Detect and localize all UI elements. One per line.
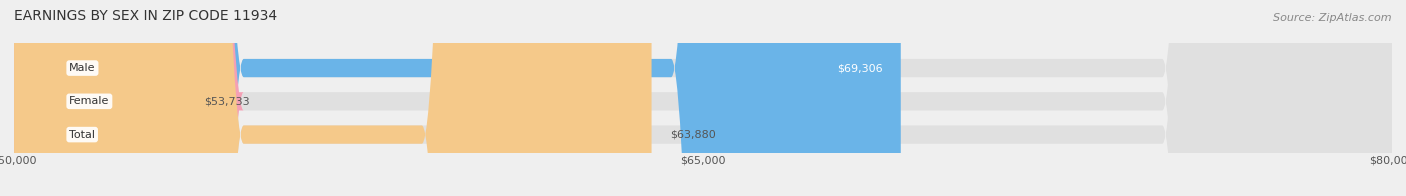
FancyBboxPatch shape xyxy=(0,0,243,196)
FancyBboxPatch shape xyxy=(14,0,901,196)
Text: $53,733: $53,733 xyxy=(204,96,249,106)
FancyBboxPatch shape xyxy=(14,0,1392,196)
Text: Source: ZipAtlas.com: Source: ZipAtlas.com xyxy=(1274,13,1392,23)
Text: $63,880: $63,880 xyxy=(669,130,716,140)
FancyBboxPatch shape xyxy=(14,0,1392,196)
Text: EARNINGS BY SEX IN ZIP CODE 11934: EARNINGS BY SEX IN ZIP CODE 11934 xyxy=(14,9,277,23)
Text: Male: Male xyxy=(69,63,96,73)
FancyBboxPatch shape xyxy=(14,0,651,196)
FancyBboxPatch shape xyxy=(14,0,1392,196)
Text: Female: Female xyxy=(69,96,110,106)
Text: Total: Total xyxy=(69,130,96,140)
Text: $69,306: $69,306 xyxy=(837,63,883,73)
